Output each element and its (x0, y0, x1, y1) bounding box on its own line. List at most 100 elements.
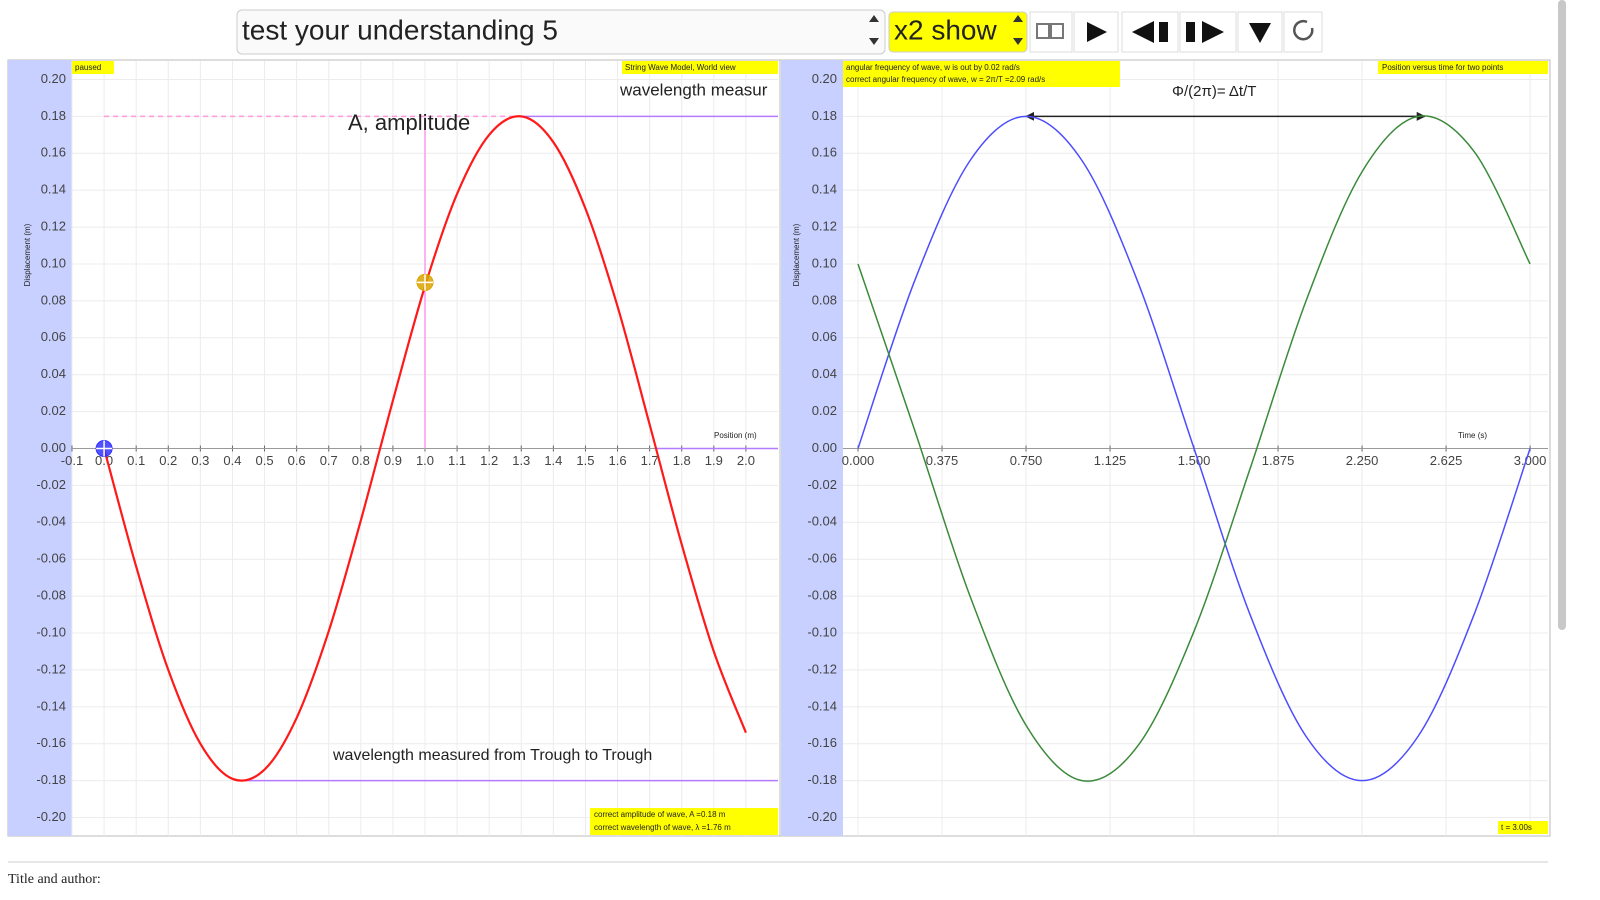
x-tick-label: 0.4 (223, 453, 241, 468)
x-tick-label: 0.3 (191, 453, 209, 468)
toggle-arrows (1013, 15, 1023, 45)
marker-cross (417, 274, 433, 291)
y-axis-title: Displacement (m) (23, 223, 32, 286)
right-plot: -0.20 -0.18 -0.16 -0.14 -0.12 -0.10 -0.08 -0.06… (807, 61, 1548, 836)
toggle-text: x2 show (894, 14, 997, 45)
scrollbar[interactable] (1558, 0, 1566, 630)
select-text: test your understanding 5 (242, 14, 558, 45)
status: paused (75, 63, 101, 72)
x-tick-label: -0.1 (61, 453, 83, 468)
y-tick-label: 0.02 (812, 403, 837, 418)
y-tick-label: -0.20 (807, 809, 837, 824)
y-tick-label: -0.12 (807, 661, 837, 676)
y-tick-label: -0.16 (36, 735, 66, 750)
y-tick-label: 0.10 (41, 255, 66, 270)
info-box (590, 808, 778, 835)
x-tick-label: 1.0 (416, 453, 434, 468)
subtitle: String Wave Model, World view (625, 63, 736, 72)
x-tick-label: 1.1 (448, 453, 466, 468)
select-box[interactable] (236, 9, 886, 55)
y-tick-label: 0.02 (41, 403, 66, 418)
x-tick-label: 1.4 (544, 453, 562, 468)
x-tick-label: 1.125 (1094, 453, 1127, 468)
x-tick-label: 2.0 (737, 453, 755, 468)
reset-icon (1293, 19, 1314, 41)
x-tick-label: 2.250 (1346, 453, 1379, 468)
y-tick-label: 0.00 (41, 440, 66, 455)
y-tick-label: -0.12 (36, 661, 66, 676)
annotation: Φ/(2π)= Δt/T (1172, 83, 1256, 100)
step-forward-icon (1186, 21, 1224, 43)
y-tick-label: 0.08 (41, 292, 66, 307)
y-tick-label: -0.06 (807, 551, 837, 566)
info-line: correct wavelength of wave, λ =1.76 m (594, 823, 731, 832)
series-line (857, 115, 1531, 782)
x-tick-label: 1.5 (576, 453, 594, 468)
x-tick-label: 1.7 (641, 453, 659, 468)
x-tick-label: 1.8 (673, 453, 691, 468)
subtitle-box (622, 61, 778, 74)
x-tick-label: 3.000 (1514, 453, 1547, 468)
subtitle-box (1378, 61, 1548, 74)
status-box (72, 61, 114, 74)
x-tick-label: 0.6 (288, 453, 306, 468)
y-tick-label: 0.10 (812, 255, 837, 270)
left-axis-strip (8, 60, 72, 836)
x-tick-label: 0.750 (1010, 453, 1043, 468)
y-tick-label: 0.14 (812, 182, 837, 197)
time-label: t = 3.00s (1501, 823, 1532, 832)
info-line: correct amplitude of wave, A =0.18 m (594, 810, 726, 819)
info-line: angular frequency of wave, w is out by 0… (846, 63, 1020, 72)
y-tick-label: -0.20 (36, 809, 66, 824)
x-tick-label: 0.8 (352, 453, 370, 468)
x-tick-label: 2.625 (1430, 453, 1463, 468)
y-tick-label: 0.06 (812, 329, 837, 344)
y-tick-label: -0.02 (807, 477, 837, 492)
annotation: wavelength measur (619, 80, 768, 99)
y-tick-label: 0.18 (812, 108, 837, 123)
x-tick-label: 0.7 (320, 453, 338, 468)
x-tick-label: 0.375 (926, 453, 959, 468)
annotation: A, amplitude (348, 110, 470, 135)
x-tick-label: 1.2 (480, 453, 498, 468)
x-axis-title: Time (s) (1458, 431, 1487, 440)
step-back-icon (1132, 21, 1168, 43)
x-axis-title: Position (m) (714, 431, 757, 440)
info-line: correct angular frequency of wave, w = 2… (846, 75, 1045, 84)
footer: Title and author: (8, 872, 101, 887)
y-tick-label: -0.14 (807, 698, 837, 713)
y-tick-label: 0.04 (812, 366, 837, 381)
select-arrows (869, 15, 879, 45)
y-tick-label: -0.10 (807, 624, 837, 639)
subtitle: Position versus time for two points (1382, 63, 1503, 72)
y-tick-label: 0.12 (41, 219, 66, 234)
play-icon (1087, 22, 1107, 42)
x-tick-label: 0.2 (159, 453, 177, 468)
y-tick-label: 0.20 (41, 71, 66, 86)
toggle-box[interactable] (888, 11, 1028, 53)
y-tick-label: 0.14 (41, 182, 66, 197)
x-tick-label: 0.1 (127, 453, 145, 468)
right-axis-strip (781, 60, 843, 836)
time-box (1498, 821, 1548, 834)
x-tick-label: 1.875 (1262, 453, 1295, 468)
annotation: wavelength measured from Trough to Troug… (332, 747, 652, 764)
x-tick-label: 1.6 (609, 453, 627, 468)
y-tick-label: 0.12 (812, 219, 837, 234)
y-tick-label: 0.16 (41, 145, 66, 160)
y-tick-label: -0.16 (807, 735, 837, 750)
y-axis-title: Displacement (m) (792, 223, 801, 286)
y-tick-label: -0.06 (36, 551, 66, 566)
left-plot: -0.20 -0.18 -0.16 -0.14 -0.12 -0.10 -0.08 -0.06… (36, 61, 778, 836)
y-tick-label: 0.20 (812, 71, 837, 86)
y-tick-label: -0.10 (36, 624, 66, 639)
y-tick-label: -0.08 (36, 588, 66, 603)
y-tick-label: -0.14 (36, 698, 66, 713)
reset-button[interactable] (1283, 11, 1323, 53)
y-tick-label: -0.18 (36, 772, 66, 787)
x-tick-label: 0.5 (256, 453, 274, 468)
book-icon (1036, 23, 1064, 39)
series-line (857, 115, 1531, 782)
